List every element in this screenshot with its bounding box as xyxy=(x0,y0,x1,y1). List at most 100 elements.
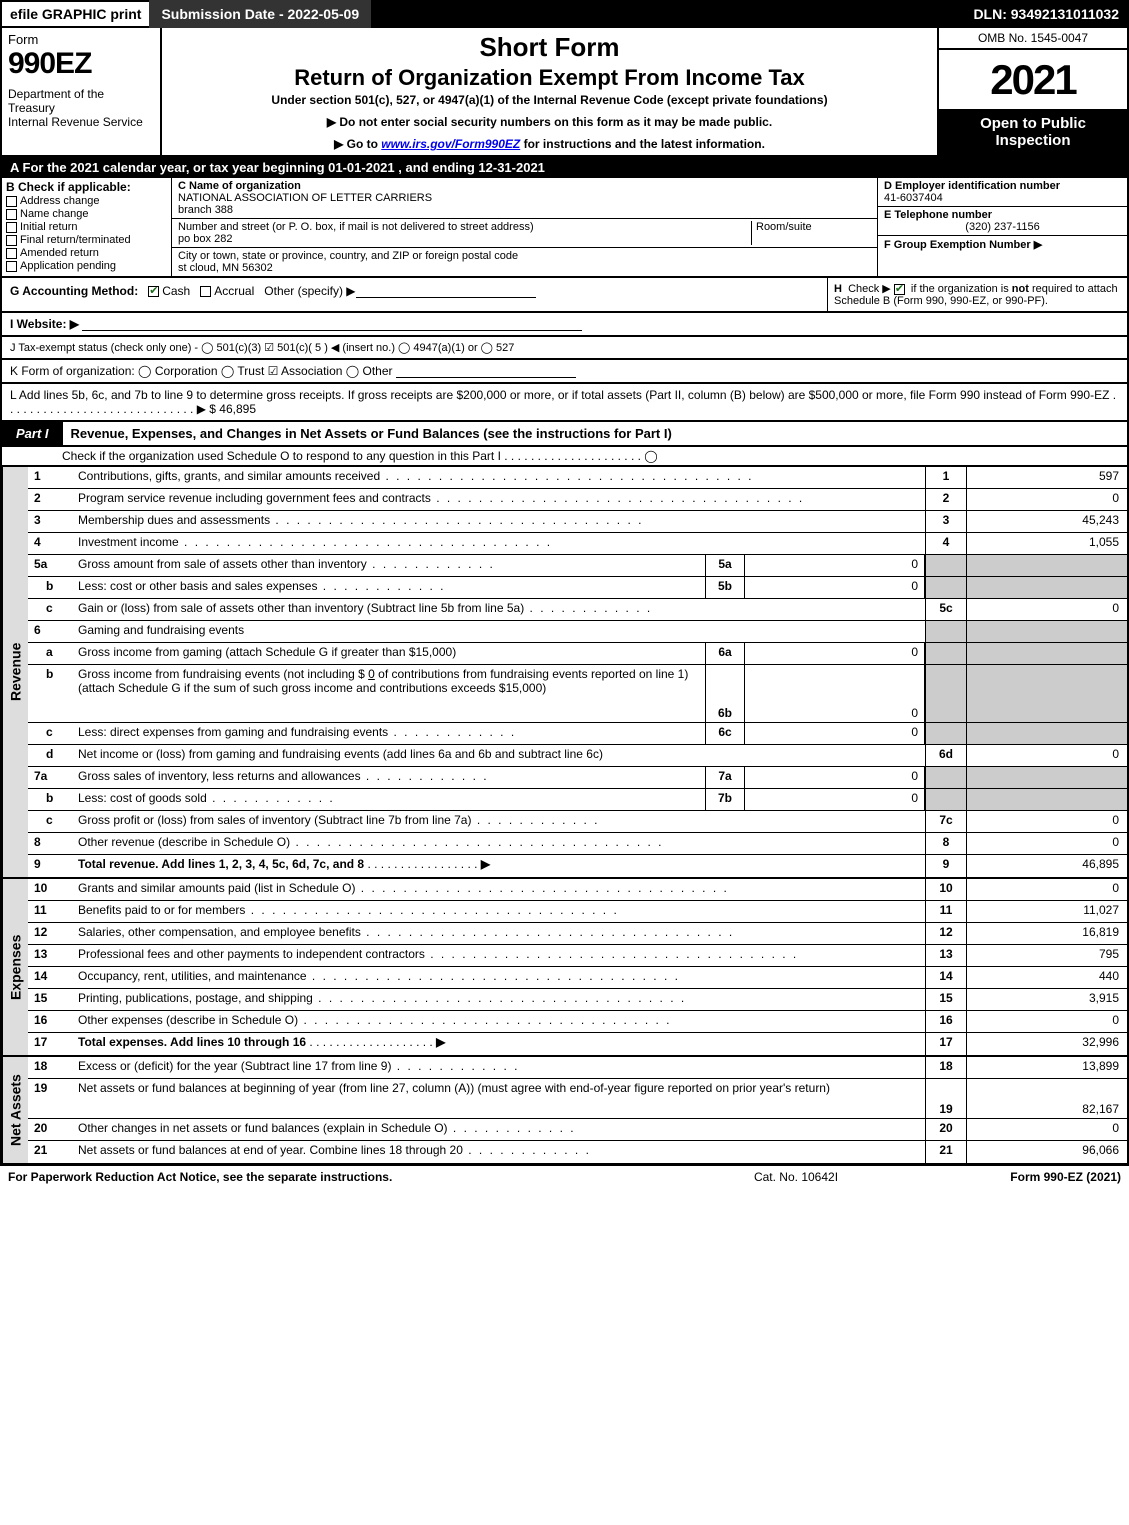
line-6d: dNet income or (loss) from gaming and fu… xyxy=(28,745,1127,767)
net-assets-side-label: Net Assets xyxy=(2,1057,28,1163)
expenses-section: Expenses 10Grants and similar amounts pa… xyxy=(0,879,1129,1057)
efile-print-button[interactable]: efile GRAPHIC print xyxy=(0,0,149,28)
check-address-change[interactable]: Address change xyxy=(6,195,167,207)
row-k-org-form: K Form of organization: ◯ Corporation ◯ … xyxy=(0,360,1129,384)
expenses-side-label: Expenses xyxy=(2,879,28,1055)
line-17: 17Total expenses. Add lines 10 through 1… xyxy=(28,1033,1127,1055)
b-title: B Check if applicable: xyxy=(6,180,167,194)
goto-pre: ▶ Go to xyxy=(334,137,381,151)
page-footer: For Paperwork Reduction Act Notice, see … xyxy=(0,1165,1129,1188)
check-initial-return[interactable]: Initial return xyxy=(6,221,167,233)
top-bar: efile GRAPHIC print Submission Date - 20… xyxy=(0,0,1129,28)
city-label: City or town, state or province, country… xyxy=(178,250,518,262)
part-i-title: Revenue, Expenses, and Changes in Net As… xyxy=(63,422,1127,445)
line-10: 10Grants and similar amounts paid (list … xyxy=(28,879,1127,901)
ein-value: 41-6037404 xyxy=(884,192,943,204)
other-org-input[interactable] xyxy=(396,364,576,378)
line-2: 2Program service revenue including gover… xyxy=(28,489,1127,511)
footer-left: For Paperwork Reduction Act Notice, see … xyxy=(8,1170,671,1184)
short-form-title: Short Form xyxy=(170,32,929,63)
line-12: 12Salaries, other compensation, and empl… xyxy=(28,923,1127,945)
city-value: st cloud, MN 56302 xyxy=(178,262,273,274)
website-input[interactable] xyxy=(82,317,582,331)
info-right: D Employer identification number 41-6037… xyxy=(877,178,1127,276)
accounting-method: G Accounting Method: Cash Accrual Other … xyxy=(2,278,827,311)
check-final-return[interactable]: Final return/terminated xyxy=(6,234,167,246)
footer-cat: Cat. No. 10642I xyxy=(671,1170,921,1184)
form-word: Form xyxy=(8,32,154,47)
line-3: 3Membership dues and assessments345,243 xyxy=(28,511,1127,533)
g-label: G Accounting Method: xyxy=(10,284,138,298)
section-h: H Check ▶ if the organization is not req… xyxy=(827,278,1127,311)
line-5b: bLess: cost or other basis and sales exp… xyxy=(28,577,1127,599)
check-amended-return[interactable]: Amended return xyxy=(6,247,167,259)
c-name-label: C Name of organization xyxy=(178,180,301,192)
check-name-change[interactable]: Name change xyxy=(6,208,167,220)
line-7a: 7aGross sales of inventory, less returns… xyxy=(28,767,1127,789)
line-11: 11Benefits paid to or for members1111,02… xyxy=(28,901,1127,923)
section-c: C Name of organization NATIONAL ASSOCIAT… xyxy=(172,178,877,276)
org-branch: branch 388 xyxy=(178,204,233,216)
line-5c: cGain or (loss) from sale of assets othe… xyxy=(28,599,1127,621)
line-6: 6Gaming and fundraising events xyxy=(28,621,1127,643)
footer-form: Form 990-EZ (2021) xyxy=(921,1170,1121,1184)
org-name: NATIONAL ASSOCIATION OF LETTER CARRIERS xyxy=(178,192,432,204)
row-i-website: I Website: ▶ xyxy=(0,313,1129,337)
line-9: 9Total revenue. Add lines 1, 2, 3, 4, 5c… xyxy=(28,855,1127,877)
form-number: 990EZ xyxy=(8,47,154,81)
dept-label: Department of the Treasury Internal Reve… xyxy=(8,87,154,129)
check-application-pending[interactable]: Application pending xyxy=(6,260,167,272)
line-4: 4Investment income41,055 xyxy=(28,533,1127,555)
phone-value: (320) 237-1156 xyxy=(884,221,1121,233)
part-i-sub: Check if the organization used Schedule … xyxy=(0,447,1129,467)
topbar-spacer xyxy=(371,0,963,28)
line-19: 19Net assets or fund balances at beginni… xyxy=(28,1079,1127,1119)
line-7b: bLess: cost of goods sold7b0 xyxy=(28,789,1127,811)
c-city-row: City or town, state or province, country… xyxy=(172,248,877,276)
line-20: 20Other changes in net assets or fund ba… xyxy=(28,1119,1127,1141)
c-name-row: C Name of organization NATIONAL ASSOCIAT… xyxy=(172,178,877,219)
line-15: 15Printing, publications, postage, and s… xyxy=(28,989,1127,1011)
line-14: 14Occupancy, rent, utilities, and mainte… xyxy=(28,967,1127,989)
form-container: efile GRAPHIC print Submission Date - 20… xyxy=(0,0,1129,1188)
submission-date: Submission Date - 2022-05-09 xyxy=(149,0,371,28)
addr-label: Number and street (or P. O. box, if mail… xyxy=(178,221,534,233)
net-assets-section: Net Assets 18Excess or (deficit) for the… xyxy=(0,1057,1129,1165)
section-b: B Check if applicable: Address change Na… xyxy=(2,178,172,276)
line-7c: cGross profit or (loss) from sales of in… xyxy=(28,811,1127,833)
row-g: G Accounting Method: Cash Accrual Other … xyxy=(0,278,1129,313)
open-public: Open to Public Inspection xyxy=(939,109,1127,155)
check-cash[interactable] xyxy=(148,286,159,297)
info-grid: B Check if applicable: Address change Na… xyxy=(0,178,1129,278)
gross-receipts-amount: 46,895 xyxy=(219,402,256,416)
row-l-gross-receipts: L Add lines 5b, 6c, and 7b to line 9 to … xyxy=(0,384,1129,422)
row-j-tax-status: J Tax-exempt status (check only one) - ◯… xyxy=(0,337,1129,360)
part-i-tab: Part I xyxy=(2,422,63,445)
other-specify-input[interactable] xyxy=(356,284,536,298)
header-right: OMB No. 1545-0047 2021 Open to Public In… xyxy=(937,28,1127,155)
line-6a: aGross income from gaming (attach Schedu… xyxy=(28,643,1127,665)
line-21: 21Net assets or fund balances at end of … xyxy=(28,1141,1127,1163)
check-accrual[interactable] xyxy=(200,286,211,297)
c-addr-row: Number and street (or P. O. box, if mail… xyxy=(172,219,877,248)
addr-value: po box 282 xyxy=(178,233,232,245)
f-label: F Group Exemption Number ▶ xyxy=(884,239,1042,251)
row-a-calendar: A For the 2021 calendar year, or tax yea… xyxy=(0,157,1129,178)
tax-year: 2021 xyxy=(939,50,1127,109)
revenue-side-label: Revenue xyxy=(2,467,28,877)
line-1: 1Contributions, gifts, grants, and simil… xyxy=(28,467,1127,489)
dln-label: DLN: 93492131011032 xyxy=(963,0,1129,28)
header-mid: Short Form Return of Organization Exempt… xyxy=(162,28,937,155)
line-8: 8Other revenue (describe in Schedule O)8… xyxy=(28,833,1127,855)
d-label: D Employer identification number xyxy=(884,180,1060,192)
check-h[interactable] xyxy=(894,284,905,295)
line-16: 16Other expenses (describe in Schedule O… xyxy=(28,1011,1127,1033)
revenue-section: Revenue 1Contributions, gifts, grants, a… xyxy=(0,467,1129,879)
irs-link[interactable]: www.irs.gov/Form990EZ xyxy=(381,137,520,151)
ssn-note: ▶ Do not enter social security numbers o… xyxy=(170,115,929,129)
line-13: 13Professional fees and other payments t… xyxy=(28,945,1127,967)
i-label: I Website: ▶ xyxy=(10,317,79,331)
section-f: F Group Exemption Number ▶ xyxy=(878,236,1127,276)
goto-note: ▶ Go to www.irs.gov/Form990EZ for instru… xyxy=(170,137,929,151)
omb-number: OMB No. 1545-0047 xyxy=(939,28,1127,50)
